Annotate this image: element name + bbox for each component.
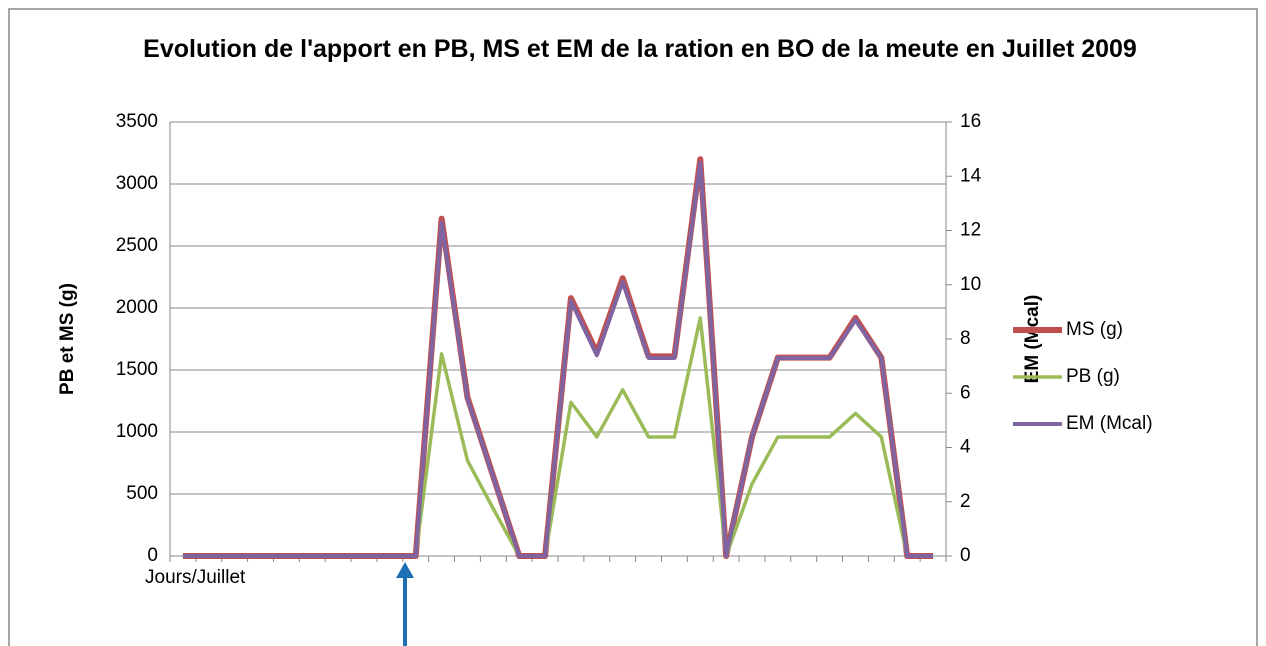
y-tick-label: 3500 bbox=[116, 111, 158, 132]
legend-label: MS (g) bbox=[1066, 319, 1123, 340]
legend-label: PB (g) bbox=[1066, 366, 1120, 387]
y2-tick-label: 14 bbox=[960, 165, 982, 186]
y2-tick-label: 6 bbox=[960, 382, 971, 403]
y2-tick-label: 10 bbox=[960, 274, 981, 295]
series-line bbox=[182, 160, 934, 558]
y-tick-label: 1500 bbox=[116, 359, 158, 380]
y2-tick-label: 8 bbox=[960, 328, 971, 349]
y2-axis-label: EM (Mcal) bbox=[1022, 295, 1043, 384]
legend-label: EM (Mcal) bbox=[1066, 413, 1153, 434]
y-tick-label: 500 bbox=[126, 483, 158, 504]
y2-tick-label: 12 bbox=[960, 220, 981, 241]
x-axis-label: Jours/Juillet bbox=[145, 567, 246, 588]
y-tick-label: 1000 bbox=[116, 421, 158, 442]
y2-tick-label: 4 bbox=[960, 437, 971, 458]
y-tick-label: 3000 bbox=[116, 173, 158, 194]
y2-tick-label: 2 bbox=[960, 491, 971, 512]
y2-tick-label: 16 bbox=[960, 111, 981, 132]
y2-tick-label: 0 bbox=[960, 545, 971, 566]
y-tick-label: 0 bbox=[147, 545, 158, 566]
y-tick-label: 2000 bbox=[116, 297, 158, 318]
chart-title: Evolution de l'apport en PB, MS et EM de… bbox=[143, 35, 1137, 63]
y-tick-label: 2500 bbox=[116, 235, 158, 256]
y-axis-label: PB et MS (g) bbox=[57, 283, 78, 395]
arrow-head bbox=[396, 562, 414, 578]
